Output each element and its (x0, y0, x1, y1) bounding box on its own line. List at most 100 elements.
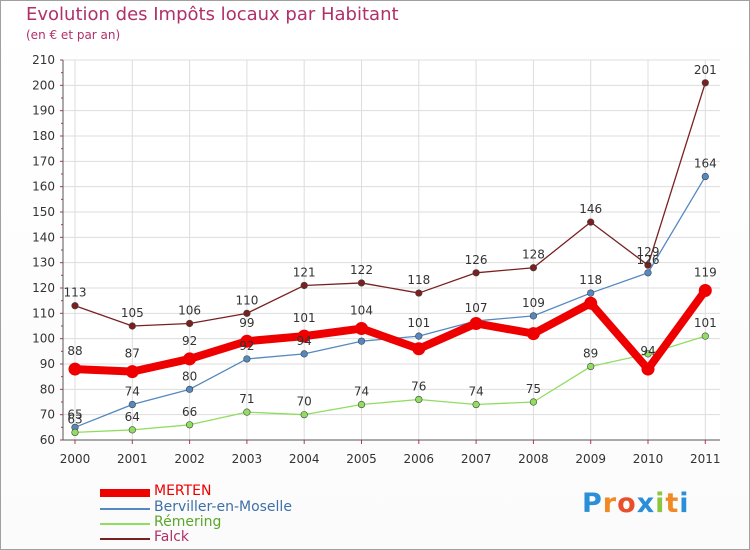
data-point (587, 218, 595, 226)
legend-label-merten: MERTEN (154, 483, 212, 499)
data-label: 89 (583, 347, 598, 361)
data-label: 76 (411, 379, 426, 393)
data-label: 146 (579, 202, 602, 216)
data-point (412, 342, 426, 356)
logo-letter: o (617, 488, 637, 519)
data-label: 122 (350, 263, 373, 277)
logo-letter: x (636, 488, 656, 519)
x-tick-label: 2002 (174, 452, 205, 466)
data-label: 126 (465, 253, 488, 267)
legend-item-berviller: Berviller-en-Moselle (100, 499, 360, 516)
data-label: 74 (354, 385, 369, 399)
y-tick-label: 130 (32, 256, 55, 270)
data-point (701, 332, 709, 340)
data-label: 101 (407, 316, 430, 330)
data-label: 99 (239, 316, 254, 330)
data-label: 94 (297, 334, 312, 348)
x-tick-label: 2011 (690, 452, 721, 466)
data-point (529, 264, 538, 272)
data-label: 74 (468, 385, 483, 399)
data-point (587, 362, 595, 371)
data-label: 74 (125, 385, 140, 399)
x-tick-label: 2008 (518, 452, 549, 466)
proxiti-logo: Proxiti (582, 488, 690, 519)
x-tick-label: 2003 (232, 452, 263, 466)
data-label: 70 (297, 395, 312, 409)
data-label: 66 (182, 405, 197, 419)
logo-letter: t (665, 488, 680, 519)
data-label: 94 (640, 344, 655, 358)
y-tick-label: 160 (32, 180, 55, 194)
data-label: 104 (350, 304, 373, 318)
legend-swatch-merten (100, 489, 150, 497)
data-point (529, 312, 538, 320)
data-point (644, 350, 652, 358)
x-tick-label: 2007 (461, 452, 492, 466)
data-point (68, 362, 82, 376)
data-label: 129 (637, 245, 660, 259)
y-tick-label: 110 (32, 306, 55, 320)
logo-letter: i (679, 488, 690, 519)
chart-subtitle: (en € et par an) (26, 28, 121, 42)
data-point (125, 365, 139, 379)
y-tick-label: 100 (32, 332, 55, 346)
y-tick-label: 80 (40, 382, 55, 396)
data-point (526, 327, 540, 341)
data-label: 107 (465, 301, 488, 315)
y-tick-label: 120 (32, 281, 55, 295)
legend-item-merten: MERTEN (100, 483, 360, 500)
data-label: 118 (407, 273, 430, 287)
data-label: 105 (121, 306, 144, 320)
x-tick-label: 2006 (404, 452, 435, 466)
data-label: 118 (579, 273, 602, 287)
y-tick-label: 90 (40, 357, 55, 371)
series-line-2 (74, 335, 706, 434)
y-tick-label: 180 (32, 129, 55, 143)
logo-letter: i (655, 488, 666, 519)
data-point (186, 421, 194, 429)
data-point (357, 337, 366, 345)
y-tick-label: 150 (32, 205, 55, 219)
data-label: 65 (67, 407, 82, 421)
data-point (415, 289, 423, 297)
data-point (300, 281, 308, 290)
logo-letter: r (602, 488, 618, 519)
y-tick-label: 70 (40, 408, 55, 422)
data-point (128, 400, 136, 409)
data-label: 119 (694, 266, 717, 280)
data-point (297, 329, 311, 343)
x-tick-label: 2001 (117, 452, 148, 466)
legend-label-remering: Rémering (154, 514, 222, 530)
data-point (71, 428, 79, 437)
data-label: 87 (125, 347, 140, 361)
y-tick-label: 200 (32, 78, 55, 92)
data-label: 92 (182, 334, 197, 348)
data-point (128, 322, 136, 330)
plot-area (63, 60, 720, 440)
data-point (243, 355, 251, 363)
data-point (243, 309, 251, 317)
data-point (71, 302, 79, 310)
legend-swatch-remering (100, 523, 150, 525)
data-label: 128 (522, 248, 545, 262)
data-point (701, 172, 709, 181)
data-point (186, 319, 194, 328)
x-tick-label: 2005 (346, 452, 377, 466)
data-point (243, 408, 251, 416)
data-label: 113 (64, 286, 87, 300)
data-label: 164 (694, 157, 717, 171)
data-point (641, 362, 655, 376)
data-point (472, 269, 480, 277)
y-tick-label: 190 (32, 104, 55, 118)
legend-item-remering: Rémering (100, 514, 360, 531)
data-point (415, 332, 423, 340)
data-point (472, 400, 480, 409)
y-tick-label: 60 (40, 433, 55, 447)
series-line-0 (71, 286, 710, 376)
data-point (357, 400, 366, 409)
data-label: 75 (526, 382, 541, 396)
x-tick-label: 2004 (289, 452, 320, 466)
data-point (357, 279, 366, 287)
data-label: 92 (239, 339, 254, 353)
